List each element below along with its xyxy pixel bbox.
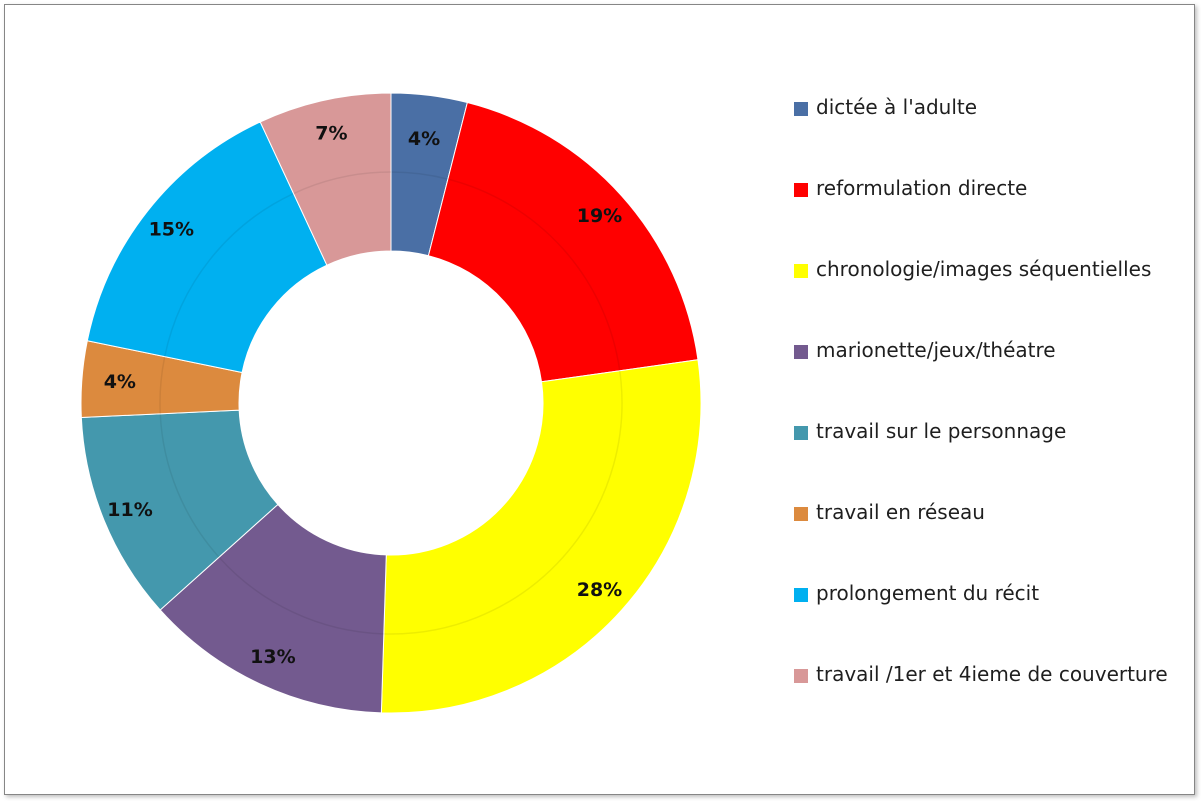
slice-percent-label: 4%: [408, 128, 440, 150]
legend-swatch: [794, 507, 808, 521]
slice-percent-label: 19%: [577, 205, 622, 227]
legend-item: travail sur le personnage: [794, 413, 1194, 494]
legend-label: travail sur le personnage: [816, 419, 1067, 443]
slice-percent-label: 15%: [149, 218, 194, 240]
legend-item: marionette/jeux/théatre: [794, 332, 1194, 413]
legend-label: travail /1er et 4ieme de couverture: [816, 662, 1168, 686]
legend-label: chronologie/images séquentielles: [816, 257, 1152, 281]
donut-slice: [86, 121, 328, 374]
donut-slice: [159, 503, 387, 714]
slice-percent-label: 7%: [315, 123, 347, 145]
legend-swatch: [794, 264, 808, 278]
legend-label: travail en réseau: [816, 500, 985, 524]
chart-frame: 4% 19% 28% 13% 11% 4% 15% 7% dictée à l'adulte r…: [4, 4, 1195, 795]
ring-seam: [447, 178, 621, 371]
legend-swatch: [794, 669, 808, 683]
slice-percent-label: 28%: [577, 579, 622, 601]
legend-swatch: [794, 102, 808, 116]
donut-slice: [427, 101, 699, 383]
legend-item: chronologie/images séquentielles: [794, 251, 1194, 332]
donut-slice: [380, 359, 702, 714]
slice-percent-label: 13%: [250, 646, 295, 668]
donut-chart: 4% 19% 28% 13% 11% 4% 15% 7%: [80, 92, 702, 714]
legend-label: marionette/jeux/théatre: [816, 338, 1056, 362]
ring-seam: [293, 171, 392, 195]
legend-swatch: [794, 345, 808, 359]
ring-seam: [218, 556, 384, 635]
ring-seam: [159, 413, 220, 558]
ring-seam: [383, 370, 623, 635]
legend-item: travail en réseau: [794, 494, 1194, 575]
legend-swatch: [794, 426, 808, 440]
slice-percent-label: 11%: [107, 499, 152, 521]
legend-label: prolongement du récit: [816, 581, 1040, 605]
legend-swatch: [794, 183, 808, 197]
slice-percent-label: 4%: [104, 371, 136, 393]
legend-item: dictée à l'adulte: [794, 89, 1194, 170]
legend-label: reformulation directe: [816, 176, 1028, 200]
donut-slice: [259, 92, 392, 266]
ring-seam: [163, 192, 294, 357]
legend-label: dictée à l'adulte: [816, 95, 978, 119]
legend-item: travail /1er et 4ieme de couverture: [794, 656, 1194, 737]
ring-seam: [159, 356, 166, 414]
legend-swatch: [794, 588, 808, 602]
legend-item: prolongement du récit: [794, 575, 1194, 656]
ring-seam: [390, 171, 449, 180]
legend: dictée à l'adulte reformulation directe ch…: [794, 89, 1194, 737]
legend-item: reformulation directe: [794, 170, 1194, 251]
